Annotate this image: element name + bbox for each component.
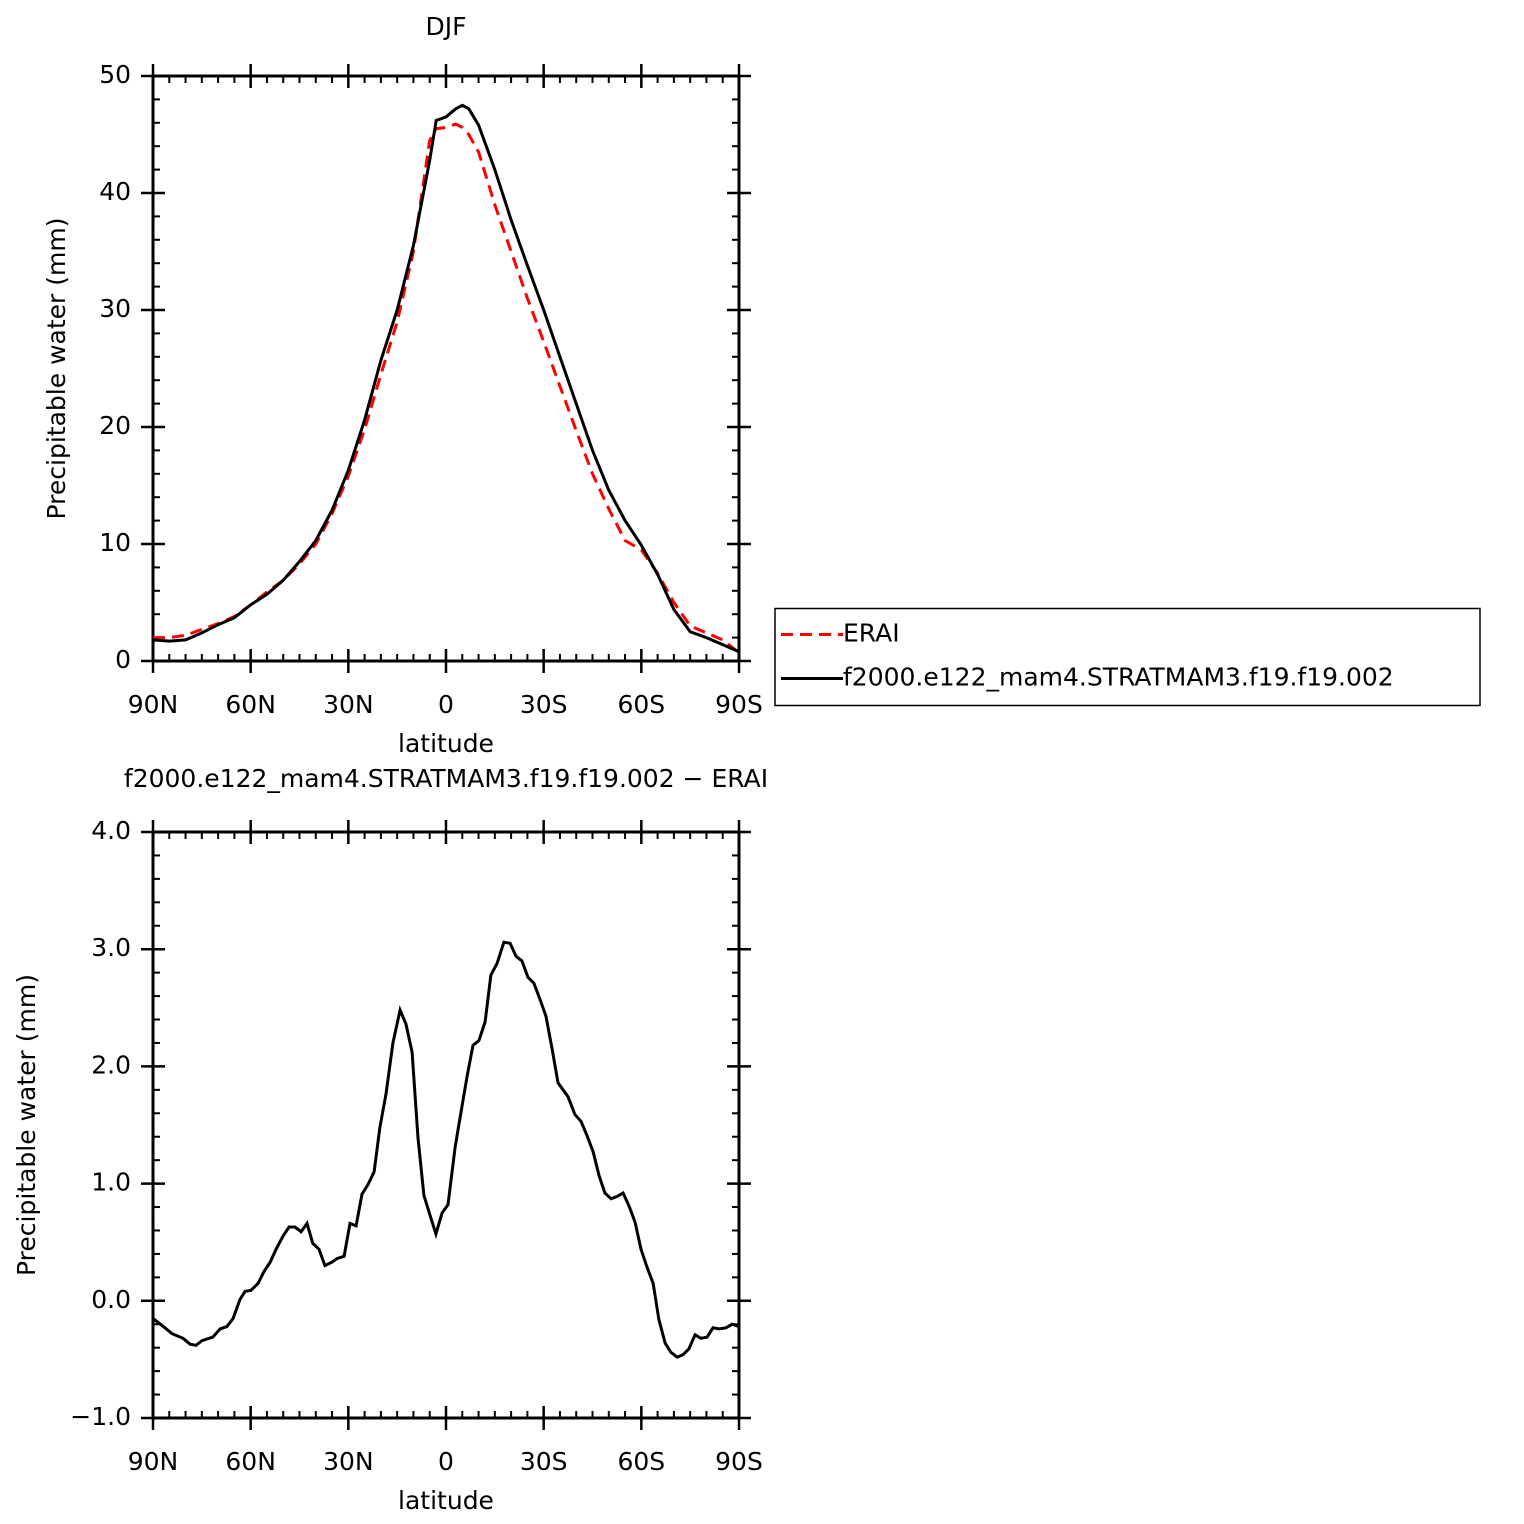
- legend-label: ERAI: [843, 619, 900, 648]
- y-axis-label: Precipitable water (mm): [12, 974, 41, 1276]
- y-tick-label: 20: [99, 411, 131, 440]
- y-tick-label: 10: [99, 528, 131, 557]
- plot-frame: [151, 74, 741, 663]
- plot-frame: [151, 830, 741, 1420]
- y-tick-label: 4.0: [91, 816, 131, 845]
- x-tick-label: 30N: [323, 690, 374, 719]
- x-tick-label: 90S: [715, 1447, 763, 1476]
- legend-box: [774, 607, 1481, 707]
- y-tick-label: 30: [99, 294, 131, 323]
- x-tick-label: 30S: [520, 1447, 568, 1476]
- x-axis-label: latitude: [398, 1486, 494, 1515]
- y-tick-label: 3.0: [91, 933, 131, 962]
- chart-title: DJF: [425, 12, 466, 41]
- x-tick-label: 60N: [225, 1447, 276, 1476]
- chart-title: f2000.e122_mam4.STRATMAM3.f19.f19.002 − …: [124, 764, 768, 793]
- x-tick-label: 60S: [617, 1447, 665, 1476]
- y-tick-label: 0: [115, 645, 131, 674]
- x-tick-label: 90N: [128, 1447, 179, 1476]
- data-line: [152, 940, 740, 1359]
- y-tick-label: 2.0: [91, 1050, 131, 1079]
- x-tick-label: 90S: [715, 690, 763, 719]
- y-axis-label: Precipitable water (mm): [42, 218, 71, 520]
- y-tick-label: 50: [99, 60, 131, 89]
- y-tick-label: −1.0: [70, 1402, 131, 1431]
- x-tick-label: 0: [438, 1447, 454, 1476]
- x-tick-label: 60S: [617, 690, 665, 719]
- data-line: [152, 103, 740, 653]
- y-tick-label: 0.0: [91, 1285, 131, 1314]
- data-line: [153, 122, 740, 654]
- x-tick-label: 30S: [520, 690, 568, 719]
- legend-label: f2000.e122_mam4.STRATMAM3.f19.f19.002: [843, 663, 1394, 692]
- x-tick-label: 90N: [128, 690, 179, 719]
- x-axis-label: latitude: [398, 729, 494, 758]
- x-tick-label: 30N: [323, 1447, 374, 1476]
- y-tick-label: 40: [99, 177, 131, 206]
- x-tick-label: 60N: [225, 690, 276, 719]
- y-tick-label: 1.0: [91, 1168, 131, 1197]
- x-tick-label: 0: [438, 690, 454, 719]
